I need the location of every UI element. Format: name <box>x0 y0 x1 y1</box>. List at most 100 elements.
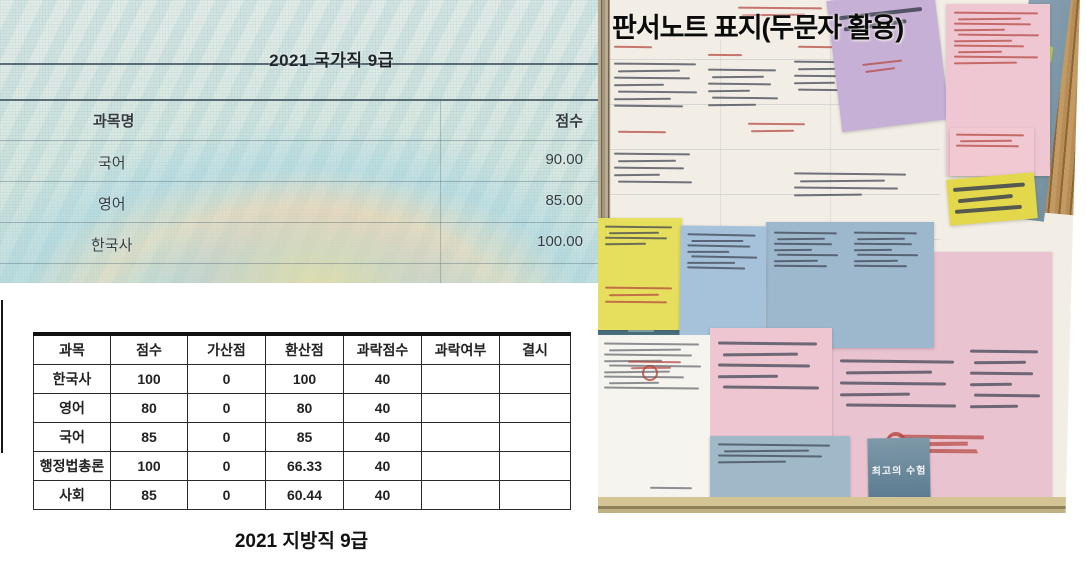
subject-name: 영어 <box>98 196 126 213</box>
monitor-screenshot-national-exam: 2021 국가직 9급 과목명 점수 국어 90.00 영어 85.00 한국사… <box>0 0 599 283</box>
table-cell <box>499 451 571 481</box>
table-cell: 영어 <box>33 393 111 423</box>
table-cell: 80 <box>110 393 188 423</box>
table-row: 영어 80 0 80 40 <box>33 393 571 423</box>
table-cell: 40 <box>343 480 422 510</box>
table-cell <box>421 364 500 394</box>
table-cell: 80 <box>265 393 344 423</box>
sticky-note-pink-small <box>950 128 1034 176</box>
table-cell <box>421 480 500 510</box>
handwriting-scribble <box>604 222 675 248</box>
table-header-cell: 환산점 <box>265 333 344 365</box>
table-cell: 0 <box>187 451 266 481</box>
table-cell: 40 <box>343 393 422 423</box>
table-cell <box>499 393 571 423</box>
handwriting-scribble <box>707 64 780 111</box>
notebook-photo: 최고의 수험 판서노트 표지(두문자 활용) <box>598 0 1080 513</box>
national-exam-title: 2021 국가직 9급 <box>269 51 394 70</box>
table-cell: 0 <box>187 364 266 394</box>
table-cell <box>421 393 500 423</box>
table-header-cell: 과락여부 <box>421 333 500 365</box>
handwriting-scribble <box>604 282 675 308</box>
handwriting-scribble <box>839 352 960 415</box>
table-header-cell: 과목 <box>33 333 111 365</box>
signature-line <box>649 483 694 493</box>
handwriting-scribble <box>793 168 912 201</box>
book-spine-text: 최고의 수험 <box>871 465 927 477</box>
table-cell: 한국사 <box>33 364 111 394</box>
table-cell <box>499 480 571 510</box>
sticky-note-yellow <box>598 218 682 330</box>
divider <box>0 181 599 182</box>
table-cell: 85 <box>110 480 188 510</box>
table-row: 국어 85 0 85 40 <box>33 422 571 452</box>
table-cell <box>421 451 500 481</box>
table-cell: 100 <box>110 451 188 481</box>
table-cell: 85 <box>265 422 344 452</box>
sticky-note-yellow-small <box>946 172 1038 226</box>
divider <box>440 99 441 283</box>
subject-score: 90.00 <box>545 151 583 168</box>
table-cell: 100 <box>110 364 188 394</box>
red-circle-mark <box>642 365 658 381</box>
sticky-note-blue <box>679 225 767 339</box>
printed-text-page <box>598 335 710 502</box>
handwriting-scribble <box>613 148 694 188</box>
handwriting-scribble <box>687 230 759 273</box>
handwriting-scribble <box>717 440 836 466</box>
subject-score: 100.00 <box>537 233 583 250</box>
photo-title: 판서노트 표지(두문자 활용) <box>612 13 904 43</box>
table-header-cell: 결시 <box>499 333 571 365</box>
table-header-cell: 가산점 <box>187 333 266 365</box>
table-row: 행정법총론 100 0 66.33 40 <box>33 451 571 481</box>
table-header-cell: 과락점수 <box>343 333 422 365</box>
divider <box>0 99 599 101</box>
table-cell: 60.44 <box>265 480 344 510</box>
sticky-note-pink-left <box>710 328 832 448</box>
table-cell: 사회 <box>33 480 111 510</box>
handwriting-scribble <box>613 58 700 112</box>
divider <box>0 63 599 65</box>
table-cell: 100 <box>265 364 344 394</box>
local-exam-caption: 2021 지방직 9급 <box>234 531 369 552</box>
handwriting-scribble <box>773 228 840 271</box>
table-row: 한국사 100 0 100 40 <box>33 364 571 394</box>
handwriting-scribble <box>955 130 1028 151</box>
handwriting-scribble <box>952 175 1031 221</box>
subject-name: 한국사 <box>91 237 133 254</box>
divider <box>0 222 599 223</box>
subject-name: 국어 <box>98 155 126 172</box>
table-cell: 66.33 <box>265 451 344 481</box>
subject-column-header: 과목명 <box>93 113 135 130</box>
handwriting-scribble <box>617 126 668 138</box>
table-row: 사회 85 0 60.44 40 <box>33 480 571 510</box>
local-exam-table: 과목 점수 가산점 환산점 과락점수 과락여부 결시 한국사 100 0 100 40 영어 80 0 80… <box>33 332 571 510</box>
table-header-row: 과목 점수 가산점 환산점 과락점수 과락여부 결시 <box>33 333 571 365</box>
table-cell <box>499 422 571 452</box>
table-header-cell: 점수 <box>110 333 188 365</box>
table-cell: 40 <box>343 451 422 481</box>
handwriting-scribble <box>717 334 822 397</box>
table-cell: 행정법총론 <box>33 451 111 481</box>
divider <box>0 263 599 264</box>
handwriting-scribble <box>853 228 920 271</box>
table-cell: 0 <box>187 480 266 510</box>
table-cell: 85 <box>110 422 188 452</box>
handwriting-scribble <box>969 342 1042 416</box>
score-column-header: 점수 <box>555 113 583 130</box>
table-cell <box>421 422 500 452</box>
divider <box>0 140 599 141</box>
handwriting-scribble <box>862 54 906 78</box>
book-spine: 최고의 수험 <box>867 437 931 501</box>
table-cell: 0 <box>187 422 266 452</box>
handwriting-scribble <box>707 50 744 60</box>
handwriting-scribble <box>747 118 808 137</box>
table-cell: 0 <box>187 393 266 423</box>
table-cell: 국어 <box>33 422 111 452</box>
window-edge-line <box>1 300 3 453</box>
sticky-note-blue-bottom <box>710 436 850 502</box>
subject-score: 85.00 <box>545 192 583 209</box>
table-cell <box>499 364 571 394</box>
sticky-note-blue-wide <box>766 222 934 348</box>
